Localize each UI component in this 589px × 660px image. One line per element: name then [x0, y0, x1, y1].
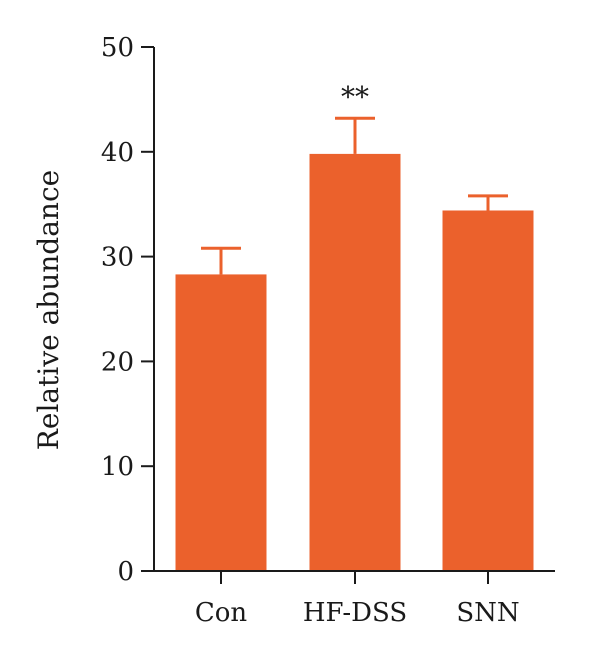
x-tick-label: SNN [456, 598, 519, 628]
x-tick-label: Con [195, 598, 248, 628]
y-axis: 0 10 20 30 40 50 [101, 33, 155, 587]
x-axis: Con HF-DSS SNN [154, 570, 555, 628]
y-tick-label: 30 [101, 243, 134, 273]
y-tick-label: 10 [101, 452, 134, 482]
y-tick-label: 40 [101, 138, 134, 168]
bar-con [175, 274, 267, 571]
y-tick-label: 50 [101, 33, 134, 63]
bar-snn [442, 210, 534, 571]
significance-label: ** [341, 80, 369, 113]
bars: ** [175, 80, 534, 571]
y-tick-label: 20 [101, 347, 134, 377]
y-tick-label: 0 [117, 557, 134, 587]
bar-hf-dss [309, 153, 401, 571]
y-axis-title: Relative abundance [32, 170, 65, 450]
x-tick-label: HF-DSS [303, 598, 407, 628]
